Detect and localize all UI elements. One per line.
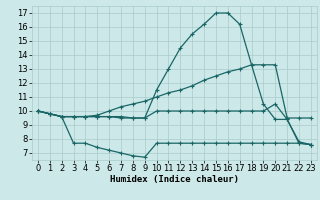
X-axis label: Humidex (Indice chaleur): Humidex (Indice chaleur) — [110, 175, 239, 184]
